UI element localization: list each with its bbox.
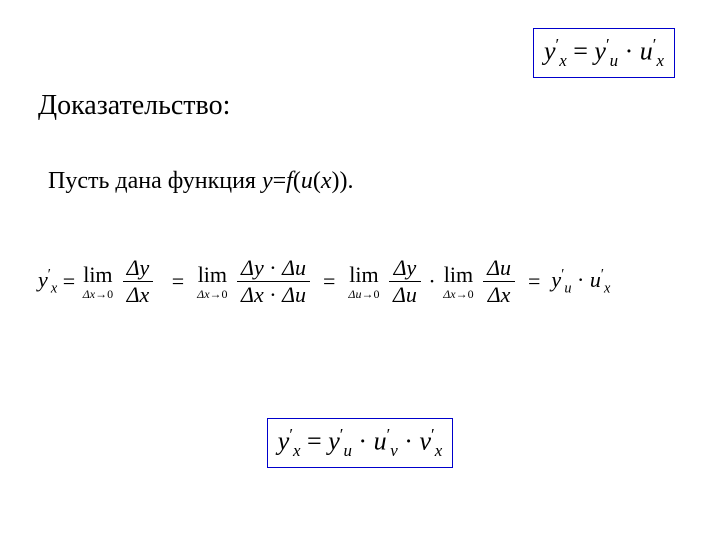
dot: · — [358, 427, 373, 456]
var-y: y — [551, 267, 561, 292]
var-u: u — [640, 37, 653, 66]
dot: · — [577, 267, 590, 292]
sub-x: x — [604, 280, 610, 296]
proof-heading: Доказательство: — [38, 90, 230, 122]
var-v: v — [419, 427, 431, 456]
equals: = — [573, 37, 594, 66]
dot: · — [404, 427, 419, 456]
proof-equation: y′x = lim Δx→0 Δy Δx = lim Δx→0 Δy · Δu … — [38, 256, 698, 307]
intro-x: x — [321, 168, 332, 194]
sub-x: x — [435, 441, 443, 460]
var-y: y — [328, 427, 340, 456]
dot: · — [625, 37, 640, 66]
bottom-formula-box: y′x = y′u · u′v · v′x — [0, 418, 720, 468]
var-y: y — [38, 267, 48, 292]
sub-u: u — [343, 441, 351, 460]
var-y: y — [594, 37, 606, 66]
frac-dy-dx: Δy Δx — [123, 256, 154, 307]
intro-close: )). — [332, 168, 354, 194]
intro-open: ( — [293, 168, 301, 194]
var-u: u — [590, 267, 601, 292]
equals: = — [307, 427, 328, 456]
dot: · — [428, 269, 441, 294]
equals: = — [63, 269, 81, 294]
intro-u: u — [301, 168, 313, 194]
frac-du-dx: Δu Δx — [483, 256, 515, 307]
intro-f: f — [286, 168, 293, 194]
intro-text: Пусть дана функция y=f(u(x)). — [48, 168, 353, 195]
limit-dx: lim Δx→0 — [197, 264, 227, 300]
intro-open2: ( — [313, 168, 321, 194]
intro-y: y — [262, 168, 273, 194]
var-y: y — [278, 427, 290, 456]
sub-x: x — [293, 441, 301, 460]
intro-eq: = — [273, 168, 287, 194]
limit-dx: lim Δx→0 — [83, 264, 113, 300]
sub-x: x — [657, 51, 665, 70]
sub-u: u — [610, 51, 618, 70]
limit-dx: lim Δx→0 — [443, 264, 473, 300]
frac-dydu-dxdu: Δy · Δu Δx · Δu — [237, 256, 310, 307]
var-y: y — [544, 37, 556, 66]
frac-dy-du: Δy Δu — [389, 256, 421, 307]
sub-u: u — [564, 280, 571, 296]
top-formula-box: y′x = y′u · u′x — [533, 28, 675, 78]
sub-x: x — [51, 280, 57, 296]
sub-x: x — [559, 51, 567, 70]
sub-v: v — [390, 441, 398, 460]
limit-du: lim Δu→0 — [348, 264, 379, 300]
intro-prefix: Пусть дана функция — [48, 168, 262, 194]
var-u: u — [374, 427, 387, 456]
